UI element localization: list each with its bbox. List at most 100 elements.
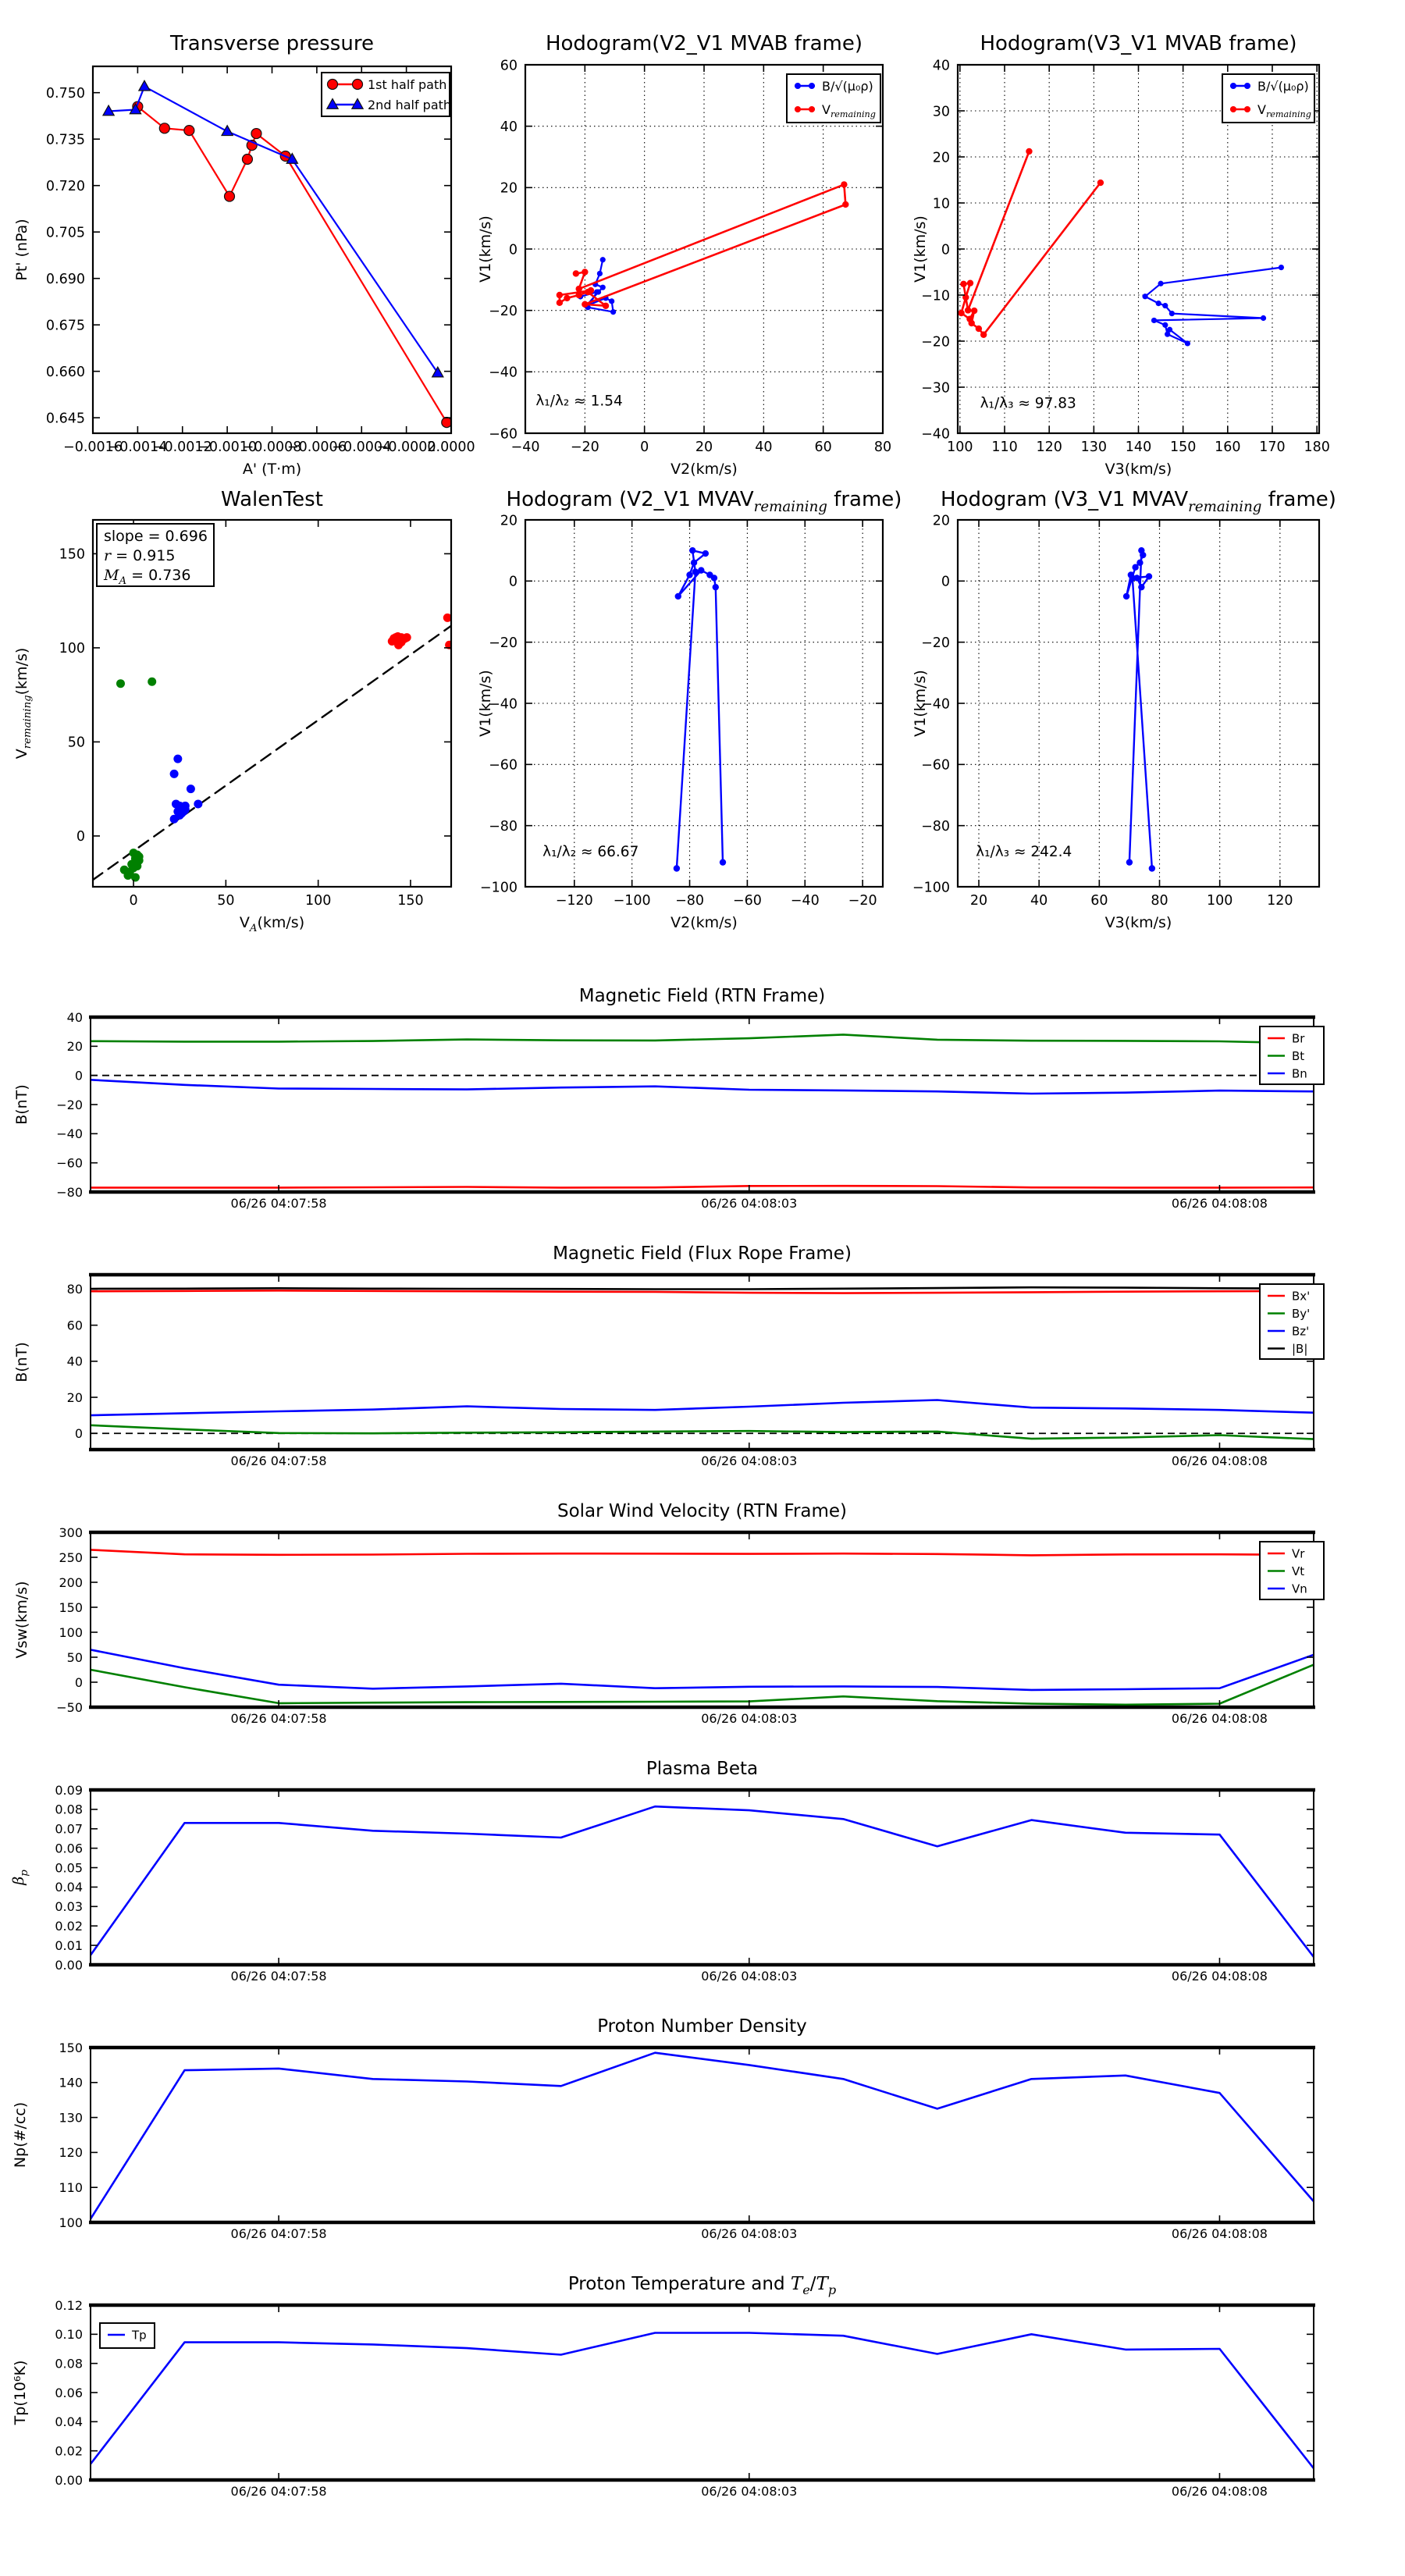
svg-text:06/26 04:07:58: 06/26 04:07:58 — [231, 1969, 327, 1984]
svg-text:−40: −40 — [489, 365, 518, 381]
svg-text:Proton Number Density: Proton Number Density — [597, 2016, 807, 2037]
svg-text:−120: −120 — [556, 893, 593, 909]
svg-text:V3(km/s): V3(km/s) — [1105, 461, 1172, 478]
svg-text:06/26 04:08:08: 06/26 04:08:08 — [1172, 1969, 1268, 1984]
svg-text:−0.0010: −0.0010 — [197, 439, 257, 455]
svg-text:150: 150 — [59, 1600, 83, 1615]
svg-text:80: 80 — [67, 1282, 83, 1297]
svg-text:−40: −40 — [56, 1126, 83, 1141]
svg-text:0.06: 0.06 — [55, 2386, 83, 2400]
svg-text:0.06: 0.06 — [55, 1841, 83, 1856]
svg-text:−80: −80 — [675, 893, 704, 909]
svg-text:100: 100 — [59, 1625, 83, 1640]
svg-text:slope = 0.696: slope = 0.696 — [104, 528, 208, 545]
svg-text:80: 80 — [874, 439, 891, 455]
svg-text:40: 40 — [67, 1354, 83, 1369]
hodogram-v2v1-mvab-canvas: −40 −20 0 20 40 60 80−60−40−200204060Hodogram(… — [477, 32, 891, 478]
plasma-beta-canvas: 06/26 04:07:58 06/26 04:08:03 06/26 04:08:… — [10, 1759, 1315, 1984]
svg-text:20: 20 — [970, 893, 987, 909]
svg-text:V1(km/s): V1(km/s) — [477, 670, 494, 737]
svg-text:B(nT): B(nT) — [13, 1342, 30, 1382]
svg-text:160: 160 — [1215, 439, 1240, 455]
svg-text:40: 40 — [1030, 893, 1048, 909]
svg-text:Np(#/cc): Np(#/cc) — [12, 2102, 29, 2168]
svg-text:V1(km/s): V1(km/s) — [912, 215, 929, 283]
svg-text:By': By' — [1292, 1307, 1310, 1321]
svg-text:−100: −100 — [480, 880, 518, 895]
svg-text:V3(km/s): V3(km/s) — [1105, 914, 1172, 931]
svg-text:06/26 04:08:03: 06/26 04:08:03 — [701, 1711, 797, 1726]
svg-text:06/26 04:08:08: 06/26 04:08:08 — [1172, 1453, 1268, 1468]
svg-text:V1(km/s): V1(km/s) — [912, 670, 929, 737]
svg-text:Bt: Bt — [1292, 1049, 1304, 1063]
svg-text:20: 20 — [500, 513, 518, 528]
svg-text:60: 60 — [1090, 893, 1108, 909]
svg-text:λ₁/λ₃ ≈ 97.83: λ₁/λ₃ ≈ 97.83 — [980, 396, 1076, 412]
svg-text:Hodogram (V3_V1 MVAVremaining: Hodogram (V3_V1 MVAVremaining frame) — [941, 488, 1336, 515]
proton-temperature-canvas: 06/26 04:07:58 06/26 04:08:03 06/26 04:08:… — [12, 2274, 1315, 2499]
svg-text:06/26 04:07:58: 06/26 04:07:58 — [231, 1453, 327, 1468]
svg-text:Plasma Beta: Plasma Beta — [646, 1759, 758, 1779]
svg-text:0.02: 0.02 — [55, 2443, 83, 2458]
svg-text:20: 20 — [933, 150, 950, 165]
svg-text:50: 50 — [67, 1650, 83, 1665]
svg-text:Hodogram(V2_V1 MVAB frame): Hodogram(V2_V1 MVAB frame) — [546, 32, 863, 55]
svg-text:−20: −20 — [489, 635, 518, 651]
svg-text:50: 50 — [217, 893, 234, 909]
svg-text:120: 120 — [59, 2145, 83, 2160]
svg-text:−20: −20 — [56, 1098, 83, 1112]
svg-text:60: 60 — [67, 1318, 83, 1332]
svg-text:40: 40 — [67, 1010, 83, 1025]
svg-text:0: 0 — [941, 242, 950, 258]
svg-text:0.645: 0.645 — [46, 411, 85, 426]
svg-text:100: 100 — [59, 2215, 83, 2230]
svg-text:120: 120 — [1036, 439, 1062, 455]
svg-text:0.0000: 0.0000 — [427, 439, 475, 455]
svg-text:Vn: Vn — [1292, 1582, 1307, 1596]
svg-text:110: 110 — [59, 2180, 83, 2195]
svg-text:110: 110 — [991, 439, 1017, 455]
svg-text:06/26 04:08:08: 06/26 04:08:08 — [1172, 1196, 1268, 1211]
svg-text:06/26 04:07:58: 06/26 04:07:58 — [231, 2484, 327, 2499]
svg-text:−20: −20 — [921, 635, 950, 651]
svg-text:Pt' (nPa): Pt' (nPa) — [13, 219, 30, 280]
svg-text:06/26 04:08:03: 06/26 04:08:03 — [701, 2484, 797, 2499]
svg-text:20: 20 — [67, 1039, 83, 1054]
svg-text:Bz': Bz' — [1292, 1324, 1309, 1338]
svg-text:0.10: 0.10 — [55, 2327, 83, 2342]
svg-text:0.07: 0.07 — [55, 1822, 83, 1837]
svg-text:0.04: 0.04 — [55, 1880, 83, 1895]
svg-text:B/√(μ₀ρ): B/√(μ₀ρ) — [822, 79, 873, 94]
plot-hodogram-v3v1-mvav: 20 40 60 80 100 120 −100 −80 −60 −40 −20 0 20 Hodogra… — [0, 482, 1405, 960]
svg-text:−40: −40 — [921, 696, 950, 712]
svg-text:0.12: 0.12 — [55, 2298, 83, 2313]
svg-text:20: 20 — [500, 181, 518, 197]
svg-text:06/26 04:08:03: 06/26 04:08:03 — [701, 1969, 797, 1984]
plot-magnetic-field-flux-rope: 06/26 04:07:58 06/26 04:08:03 06/26 04:08:… — [0, 1218, 1405, 1475]
solar-wind-velocity-rtn-canvas: 06/26 04:07:58 06/26 04:08:03 06/26 04:08:… — [13, 1501, 1325, 1726]
hodogram-v2v1-mvav-canvas: −120 −100 −80 −60 −40 −20 −100 −80 −60 −40 −20 0 20H… — [477, 488, 902, 931]
svg-text:λ₁/λ₂ ≈ 66.67: λ₁/λ₂ ≈ 66.67 — [542, 844, 638, 860]
svg-text:0.05: 0.05 — [55, 1860, 83, 1875]
svg-text:300: 300 — [59, 1525, 83, 1540]
svg-text:06/26 04:08:08: 06/26 04:08:08 — [1172, 2484, 1268, 2499]
plot-hodogram-v3v1-mvab: 100 110 120 130 140 150 160 170 180 −40 −30 −20 −10 0… — [0, 0, 1405, 482]
svg-text:−80: −80 — [489, 819, 518, 834]
svg-text:Magnetic Field (RTN Frame): Magnetic Field (RTN Frame) — [579, 986, 826, 1006]
svg-text:0.705: 0.705 — [46, 225, 85, 240]
svg-text:0.00: 0.00 — [55, 1958, 83, 1973]
svg-text:0.03: 0.03 — [55, 1899, 83, 1914]
svg-text:140: 140 — [1126, 439, 1151, 455]
svg-text:0: 0 — [640, 439, 649, 455]
plot-plasma-beta: 06/26 04:07:58 06/26 04:08:03 06/26 04:08:… — [0, 1733, 1405, 1991]
svg-text:V1(km/s): V1(km/s) — [477, 215, 494, 283]
svg-text:20: 20 — [67, 1390, 83, 1405]
svg-text:0.690: 0.690 — [46, 272, 85, 287]
magnetic-field-flux-rope-canvas: 06/26 04:07:58 06/26 04:08:03 06/26 04:08:… — [13, 1244, 1325, 1468]
magnetic-field-rtn-canvas: 06/26 04:07:58 06/26 04:08:03 06/26 04:08:… — [13, 986, 1325, 1211]
svg-text:−100: −100 — [912, 880, 950, 895]
svg-text:40: 40 — [755, 439, 772, 455]
svg-text:0: 0 — [941, 575, 950, 590]
svg-text:Vremaining: Vremaining — [822, 102, 876, 119]
svg-text:r = 0.915: r = 0.915 — [104, 547, 176, 564]
